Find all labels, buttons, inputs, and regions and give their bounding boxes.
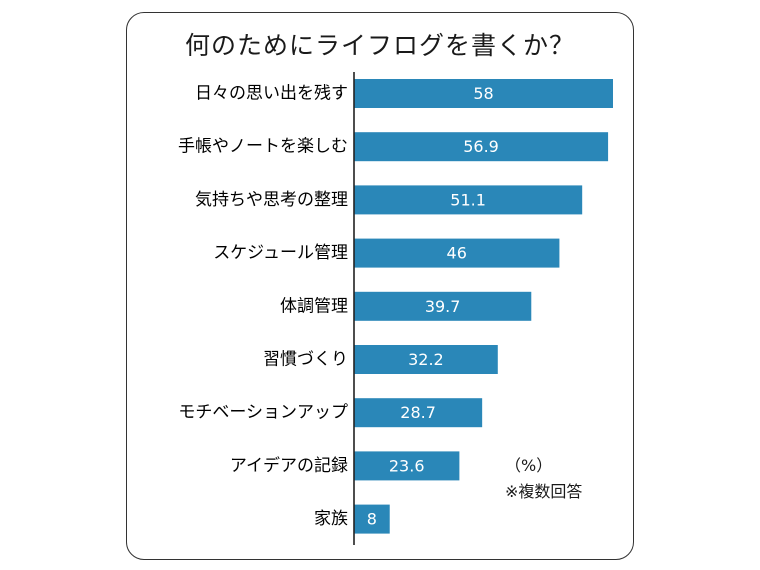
value-label: 51.1	[450, 190, 486, 209]
value-label: 39.7	[425, 297, 461, 316]
bar	[354, 132, 609, 162]
bar	[354, 345, 498, 374]
unit-label: （%）	[505, 456, 553, 475]
category-label: 手帳やノートを楽しむ	[178, 137, 348, 157]
value-label: 58	[473, 84, 493, 103]
bars-group: 日々の思い出を残す 58 手帳やノートを楽しむ 56.9 気持ちや思考の整理 51.1 スケ…	[178, 79, 613, 534]
category-label: 気持ちや思考の整理	[195, 190, 348, 210]
category-label: スケジュール管理	[213, 243, 348, 263]
category-label: アイデアの記録	[230, 455, 348, 476]
value-label: 8	[367, 510, 377, 529]
value-label: 23.6	[389, 456, 425, 475]
bar	[354, 451, 460, 481]
chart-frame	[126, 12, 634, 560]
value-label: 56.9	[463, 137, 499, 156]
category-label: 体調管理	[280, 296, 348, 316]
bar	[354, 504, 390, 534]
category-label: 家族	[314, 509, 348, 529]
bar	[354, 238, 560, 268]
bar	[354, 398, 483, 428]
bar	[354, 79, 613, 108]
value-label: 32.2	[408, 350, 444, 369]
bar	[354, 291, 532, 321]
category-label: 日々の思い出を残す	[195, 84, 348, 104]
value-label: 28.7	[400, 403, 436, 422]
note-label: ※複数回答	[505, 482, 583, 501]
bar	[354, 185, 583, 215]
category-label: モチベーションアップ	[178, 403, 348, 423]
chart-title: 何のためにライフログを書くか？	[184, 31, 575, 60]
value-label: 46	[447, 244, 467, 263]
category-label: 習慣づくり	[263, 350, 348, 370]
